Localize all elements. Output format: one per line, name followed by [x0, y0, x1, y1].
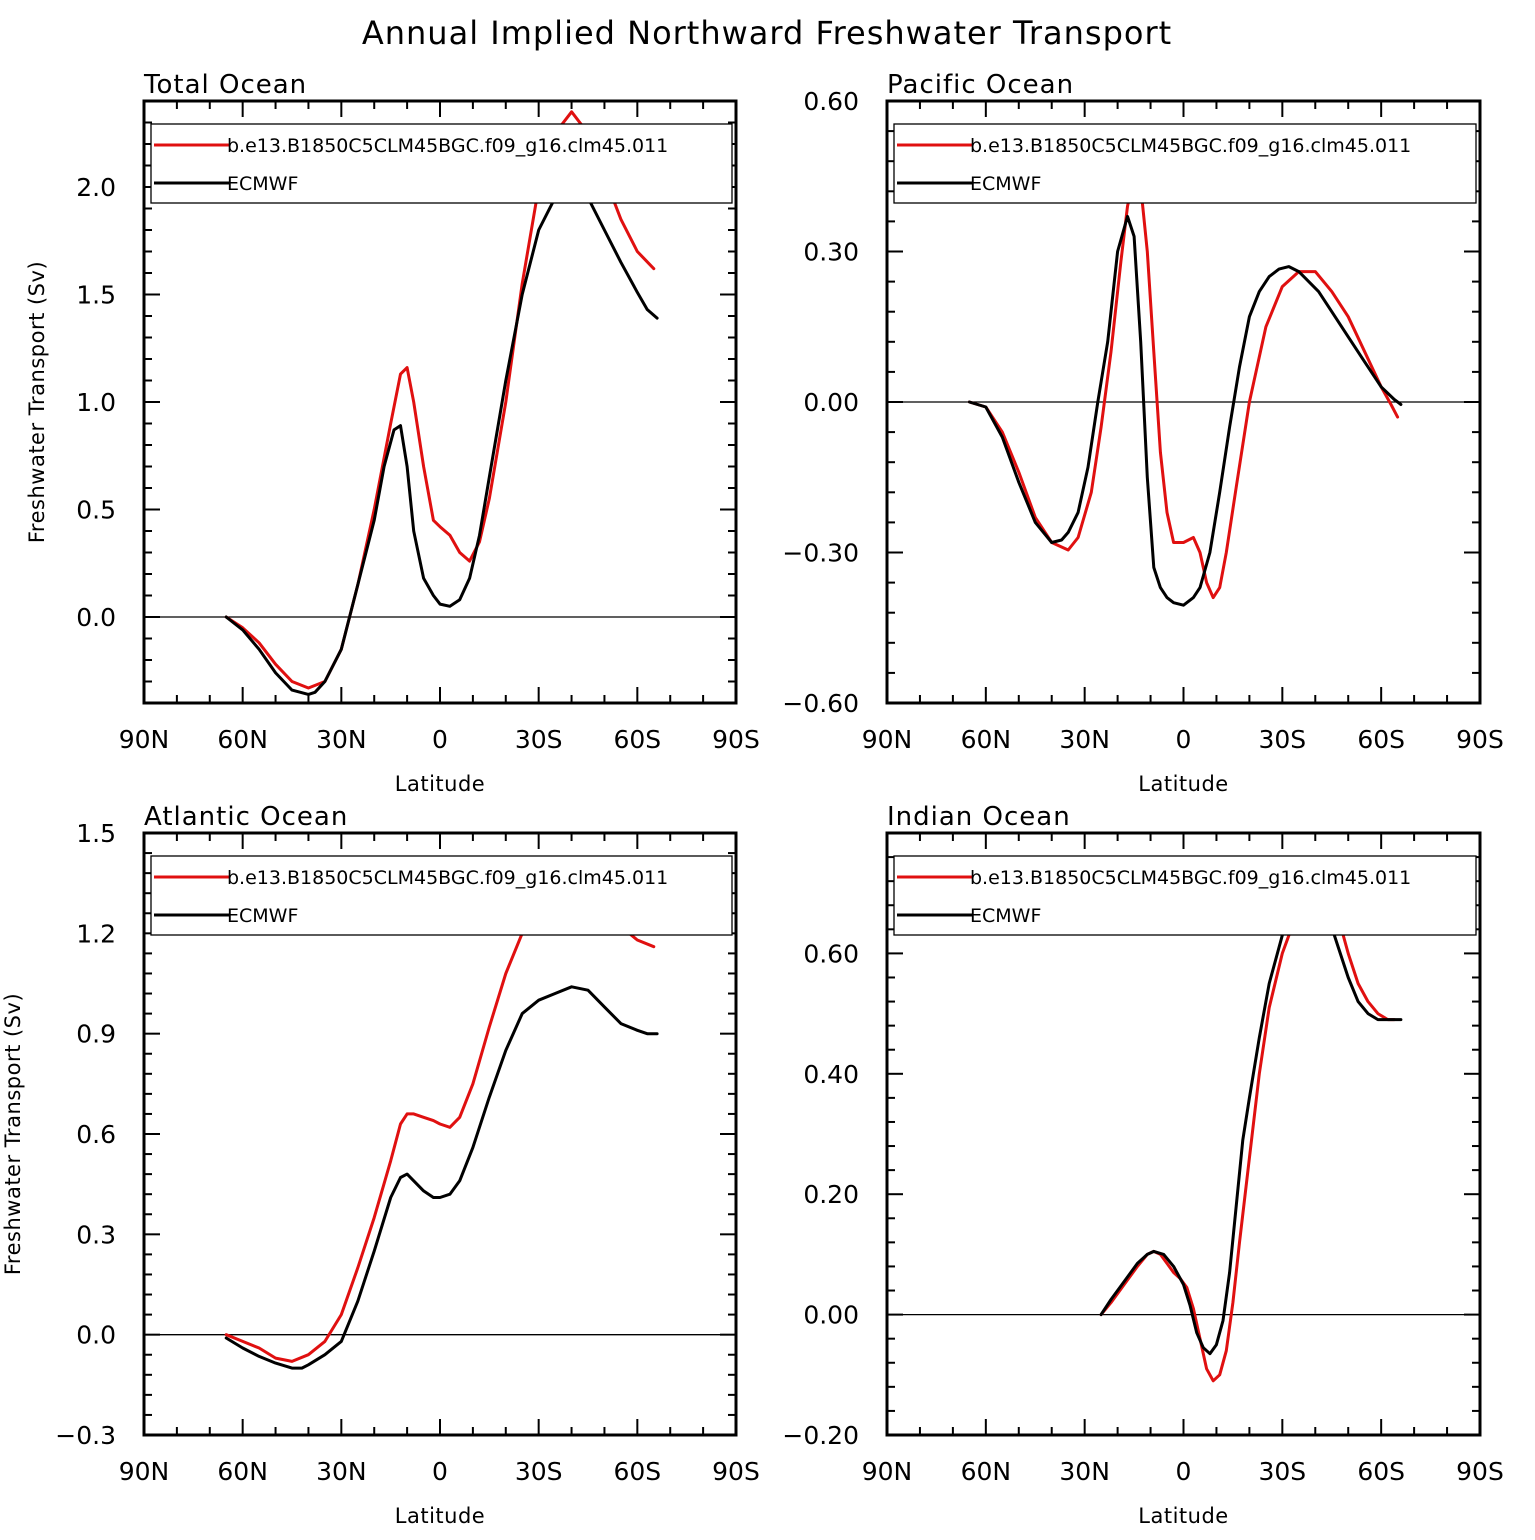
chart-2-y-tick-label: 1.2	[76, 919, 116, 948]
chart-3-y-tick-label: 0.40	[803, 1060, 859, 1089]
chart-0-x-tick-label: 0	[432, 725, 448, 754]
chart-1-y-tick-label: −0.60	[782, 689, 859, 718]
chart-1-y-tick-label: 0.00	[803, 388, 859, 417]
chart-3-title: Indian Ocean	[887, 802, 1071, 832]
chart-2-x-tick-label: 90N	[119, 1457, 170, 1486]
figure-title: Annual Implied Northward Freshwater Tran…	[362, 14, 1172, 52]
chart-2-legend: b.e13.B1850C5CLM45BGC.f09_g16.clm45.011 E…	[150, 855, 733, 936]
chart-1-x-tick-label: 60N	[961, 725, 1012, 754]
chart-1-x-tick-label: 30S	[1258, 725, 1306, 754]
chart-2-title: Atlantic Ocean	[144, 802, 348, 832]
chart-0-x-tick-label: 90S	[712, 725, 760, 754]
chart-2-y-tick-label: 0.6	[76, 1120, 116, 1149]
chart-0-series-model-line	[224, 110, 656, 690]
chart-1-legend-label: b.e13.B1850C5CLM45BGC.f09_g16.clm45.011	[970, 135, 1411, 157]
chart-2-y-tick-label: 1.5	[76, 819, 116, 848]
chart-2-x-tick-label: 30S	[515, 1457, 563, 1486]
chart-3-legend-label: b.e13.B1850C5CLM45BGC.f09_g16.clm45.011	[970, 867, 1411, 889]
chart-3-series-model-line	[1099, 879, 1396, 1383]
chart-0-legend-label: b.e13.B1850C5CLM45BGC.f09_g16.clm45.011	[227, 135, 668, 157]
chart-1-x-tick-label: 60S	[1357, 725, 1405, 754]
chart-2-y-tick-label: 0.9	[76, 1020, 116, 1049]
chart-3-x-tick-label: 30N	[1059, 1457, 1110, 1486]
chart-2-y-tick-label: 0.3	[76, 1220, 116, 1249]
chart-0-x-tick-label: 60S	[613, 725, 661, 754]
chart-0-series-ecmwf-line	[224, 183, 659, 696]
chart-2-x-tick-label: 60S	[613, 1457, 661, 1486]
chart-2-x-tick-label: 60N	[217, 1457, 268, 1486]
chart-1-x-tick-label: 30N	[1059, 725, 1110, 754]
chart-3-legend: b.e13.B1850C5CLM45BGC.f09_g16.clm45.011 E…	[893, 855, 1477, 936]
chart-3-y-tick-label: 0.60	[803, 939, 859, 968]
chart-0-legend-box	[150, 123, 733, 204]
chart-3-series-ecmwf-line	[1099, 888, 1403, 1356]
chart-0-legend-label: ECMWF	[227, 173, 298, 195]
chart-1-title: Pacific Ocean	[887, 70, 1074, 100]
chart-1-x-tick-label: 0	[1176, 725, 1192, 754]
chart-3-y-tick-label: 0.20	[803, 1180, 859, 1209]
chart-2-legend-label: b.e13.B1850C5CLM45BGC.f09_g16.clm45.011	[227, 867, 668, 889]
chart-1-legend-label: ECMWF	[970, 173, 1041, 195]
chart-2-series-ecmwf-line	[224, 985, 659, 1370]
chart-3-x-tick-label: 30S	[1258, 1457, 1306, 1486]
chart-1-x-axis-label: Latitude	[1138, 772, 1228, 796]
chart-1-series-model-line	[967, 174, 1400, 600]
chart-3-x-tick-label: 90N	[862, 1457, 913, 1486]
chart-0-y-tick-label: 1.0	[76, 388, 116, 417]
chart-0-legend: b.e13.B1850C5CLM45BGC.f09_g16.clm45.011 E…	[150, 123, 733, 204]
chart-2-y-tick-label: 0.0	[76, 1321, 116, 1350]
chart-1-y-tick-label: 0.30	[803, 238, 859, 267]
chart-1-y-tick-label: −0.30	[782, 539, 859, 568]
chart-2-x-tick-label: 90S	[712, 1457, 760, 1486]
chart-2-legend-box	[150, 855, 733, 936]
chart-1-legend: b.e13.B1850C5CLM45BGC.f09_g16.clm45.011 E…	[893, 123, 1477, 204]
chart-0-title: Total Ocean	[143, 70, 307, 100]
chart-0-x-tick-label: 30N	[316, 725, 367, 754]
chart-2: Atlantic Ocean 90N 60N 30N 0 30S 60S 90S −0.3 0.0…	[1, 802, 760, 1528]
chart-3-legend-label: ECMWF	[970, 905, 1041, 927]
chart-3-x-tick-label: 60S	[1357, 1457, 1405, 1486]
chart-1-series-ecmwf-line	[967, 214, 1403, 607]
chart-0-x-tick-label: 30S	[515, 725, 563, 754]
chart-2-x-tick-label: 30N	[316, 1457, 367, 1486]
chart-0-y-tick-label: 1.5	[76, 281, 116, 310]
chart-0-y-tick-label: 2.0	[76, 173, 116, 202]
chart-0-x-axis-label: Latitude	[395, 772, 485, 796]
chart-3-y-tick-label: 0.00	[803, 1301, 859, 1330]
chart-1-legend-box	[893, 123, 1477, 204]
chart-1-y-tick-label: 0.60	[803, 87, 859, 116]
chart-3-legend-box	[893, 855, 1477, 936]
chart-0-x-tick-label: 90N	[119, 725, 170, 754]
chart-0-y-tick-label: 0.5	[76, 496, 116, 525]
chart-0-y-axis-label: Freshwater Transport (Sv)	[25, 261, 49, 543]
chart-3-x-axis-label: Latitude	[1138, 1504, 1228, 1528]
chart-1: Pacific Ocean 90N 60N 30N 0 30S 60S 90S −0.60 −0.…	[782, 70, 1503, 796]
chart-1-x-tick-label: 90N	[862, 725, 913, 754]
chart-2-y-tick-label: −0.3	[55, 1421, 116, 1450]
chart-0-y-tick-label: 0.0	[76, 603, 116, 632]
chart-2-series-model-line	[224, 878, 656, 1363]
chart-3-x-tick-label: 0	[1176, 1457, 1192, 1486]
chart-2-y-axis-label: Freshwater Transport (Sv)	[1, 993, 25, 1275]
chart-0-x-tick-label: 60N	[217, 725, 268, 754]
chart-2-x-axis-label: Latitude	[395, 1504, 485, 1528]
chart-0: Total Ocean 90N 60N 30N 0 30S 60S 90S 0.0 0.5 1.0 1…	[25, 70, 760, 796]
chart-2-legend-label: ECMWF	[227, 905, 298, 927]
chart-3-y-tick-label: −0.20	[782, 1421, 859, 1450]
chart-3-x-tick-label: 90S	[1456, 1457, 1504, 1486]
chart-1-x-tick-label: 90S	[1456, 725, 1504, 754]
chart-3: Indian Ocean 90N 60N 30N 0 30S 60S 90S −0.20 0.00…	[782, 802, 1503, 1528]
chart-3-x-tick-label: 60N	[961, 1457, 1012, 1486]
chart-2-x-tick-label: 0	[432, 1457, 448, 1486]
